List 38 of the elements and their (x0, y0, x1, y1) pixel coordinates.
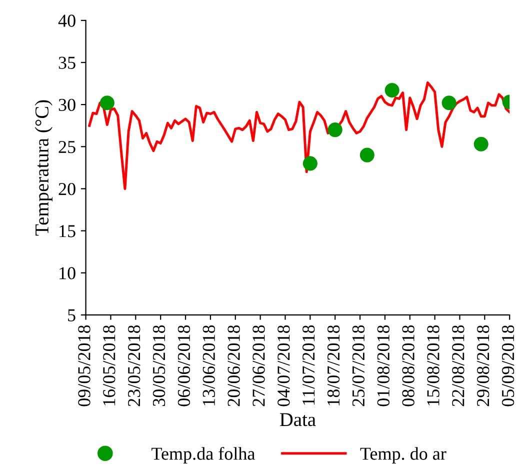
y-tick-label: 40 (58, 14, 76, 27)
x-tick-label: 22/08/2018 (452, 325, 464, 406)
x-tick-label: 23/05/2018 (128, 325, 140, 406)
point (100, 96, 114, 110)
line-series (88, 81, 510, 190)
x-tick-label: 27/06/2018 (252, 325, 265, 406)
x-tick-label: 08/08/2018 (402, 325, 414, 406)
point (384, 82, 400, 98)
legend-label: Temp.da folha (152, 446, 255, 464)
y-tick-label: 10 (60, 267, 76, 280)
y-tick-label: 20 (58, 182, 76, 196)
y-axis-title: Temperatura (°C) (34, 100, 52, 236)
x-tick-label: 30/05/2018 (152, 325, 166, 406)
x-tick-label: 01/08/2018 (377, 325, 390, 406)
y-tick-label: 30 (58, 98, 76, 112)
x-axis-title: Data (280, 413, 316, 426)
x-tick-label: 15/08/2018 (427, 325, 440, 406)
y-tick-label: 15 (60, 225, 76, 238)
x-tick-label: 05/09/2018 (502, 325, 514, 406)
x-tick-label: 09/05/2018 (78, 325, 90, 406)
point (474, 136, 488, 152)
x-tick-label: 04/07/2018 (278, 325, 290, 406)
x-tick-label: 29/08/2018 (477, 325, 490, 406)
legend-label: Temp. do ar (360, 447, 446, 464)
x-tick-label: 13/06/2018 (202, 325, 215, 406)
y-tick-label: 5 (68, 309, 76, 322)
x-tick-label: 20/06/2018 (228, 325, 240, 406)
y-tick-label: 35 (58, 56, 76, 69)
point (442, 96, 456, 110)
x-tick-label: 11/07/2018 (302, 325, 315, 405)
point (302, 156, 318, 171)
point (328, 122, 342, 138)
x-tick-label: 06/06/2018 (178, 325, 190, 406)
y-tick-label: 25 (58, 140, 76, 154)
point (360, 148, 374, 162)
x-tick-label: 16/05/2018 (103, 325, 116, 406)
x-tick-label: 25/07/2018 (352, 325, 365, 406)
x-tick-label: 18/07/2018 (327, 325, 340, 406)
